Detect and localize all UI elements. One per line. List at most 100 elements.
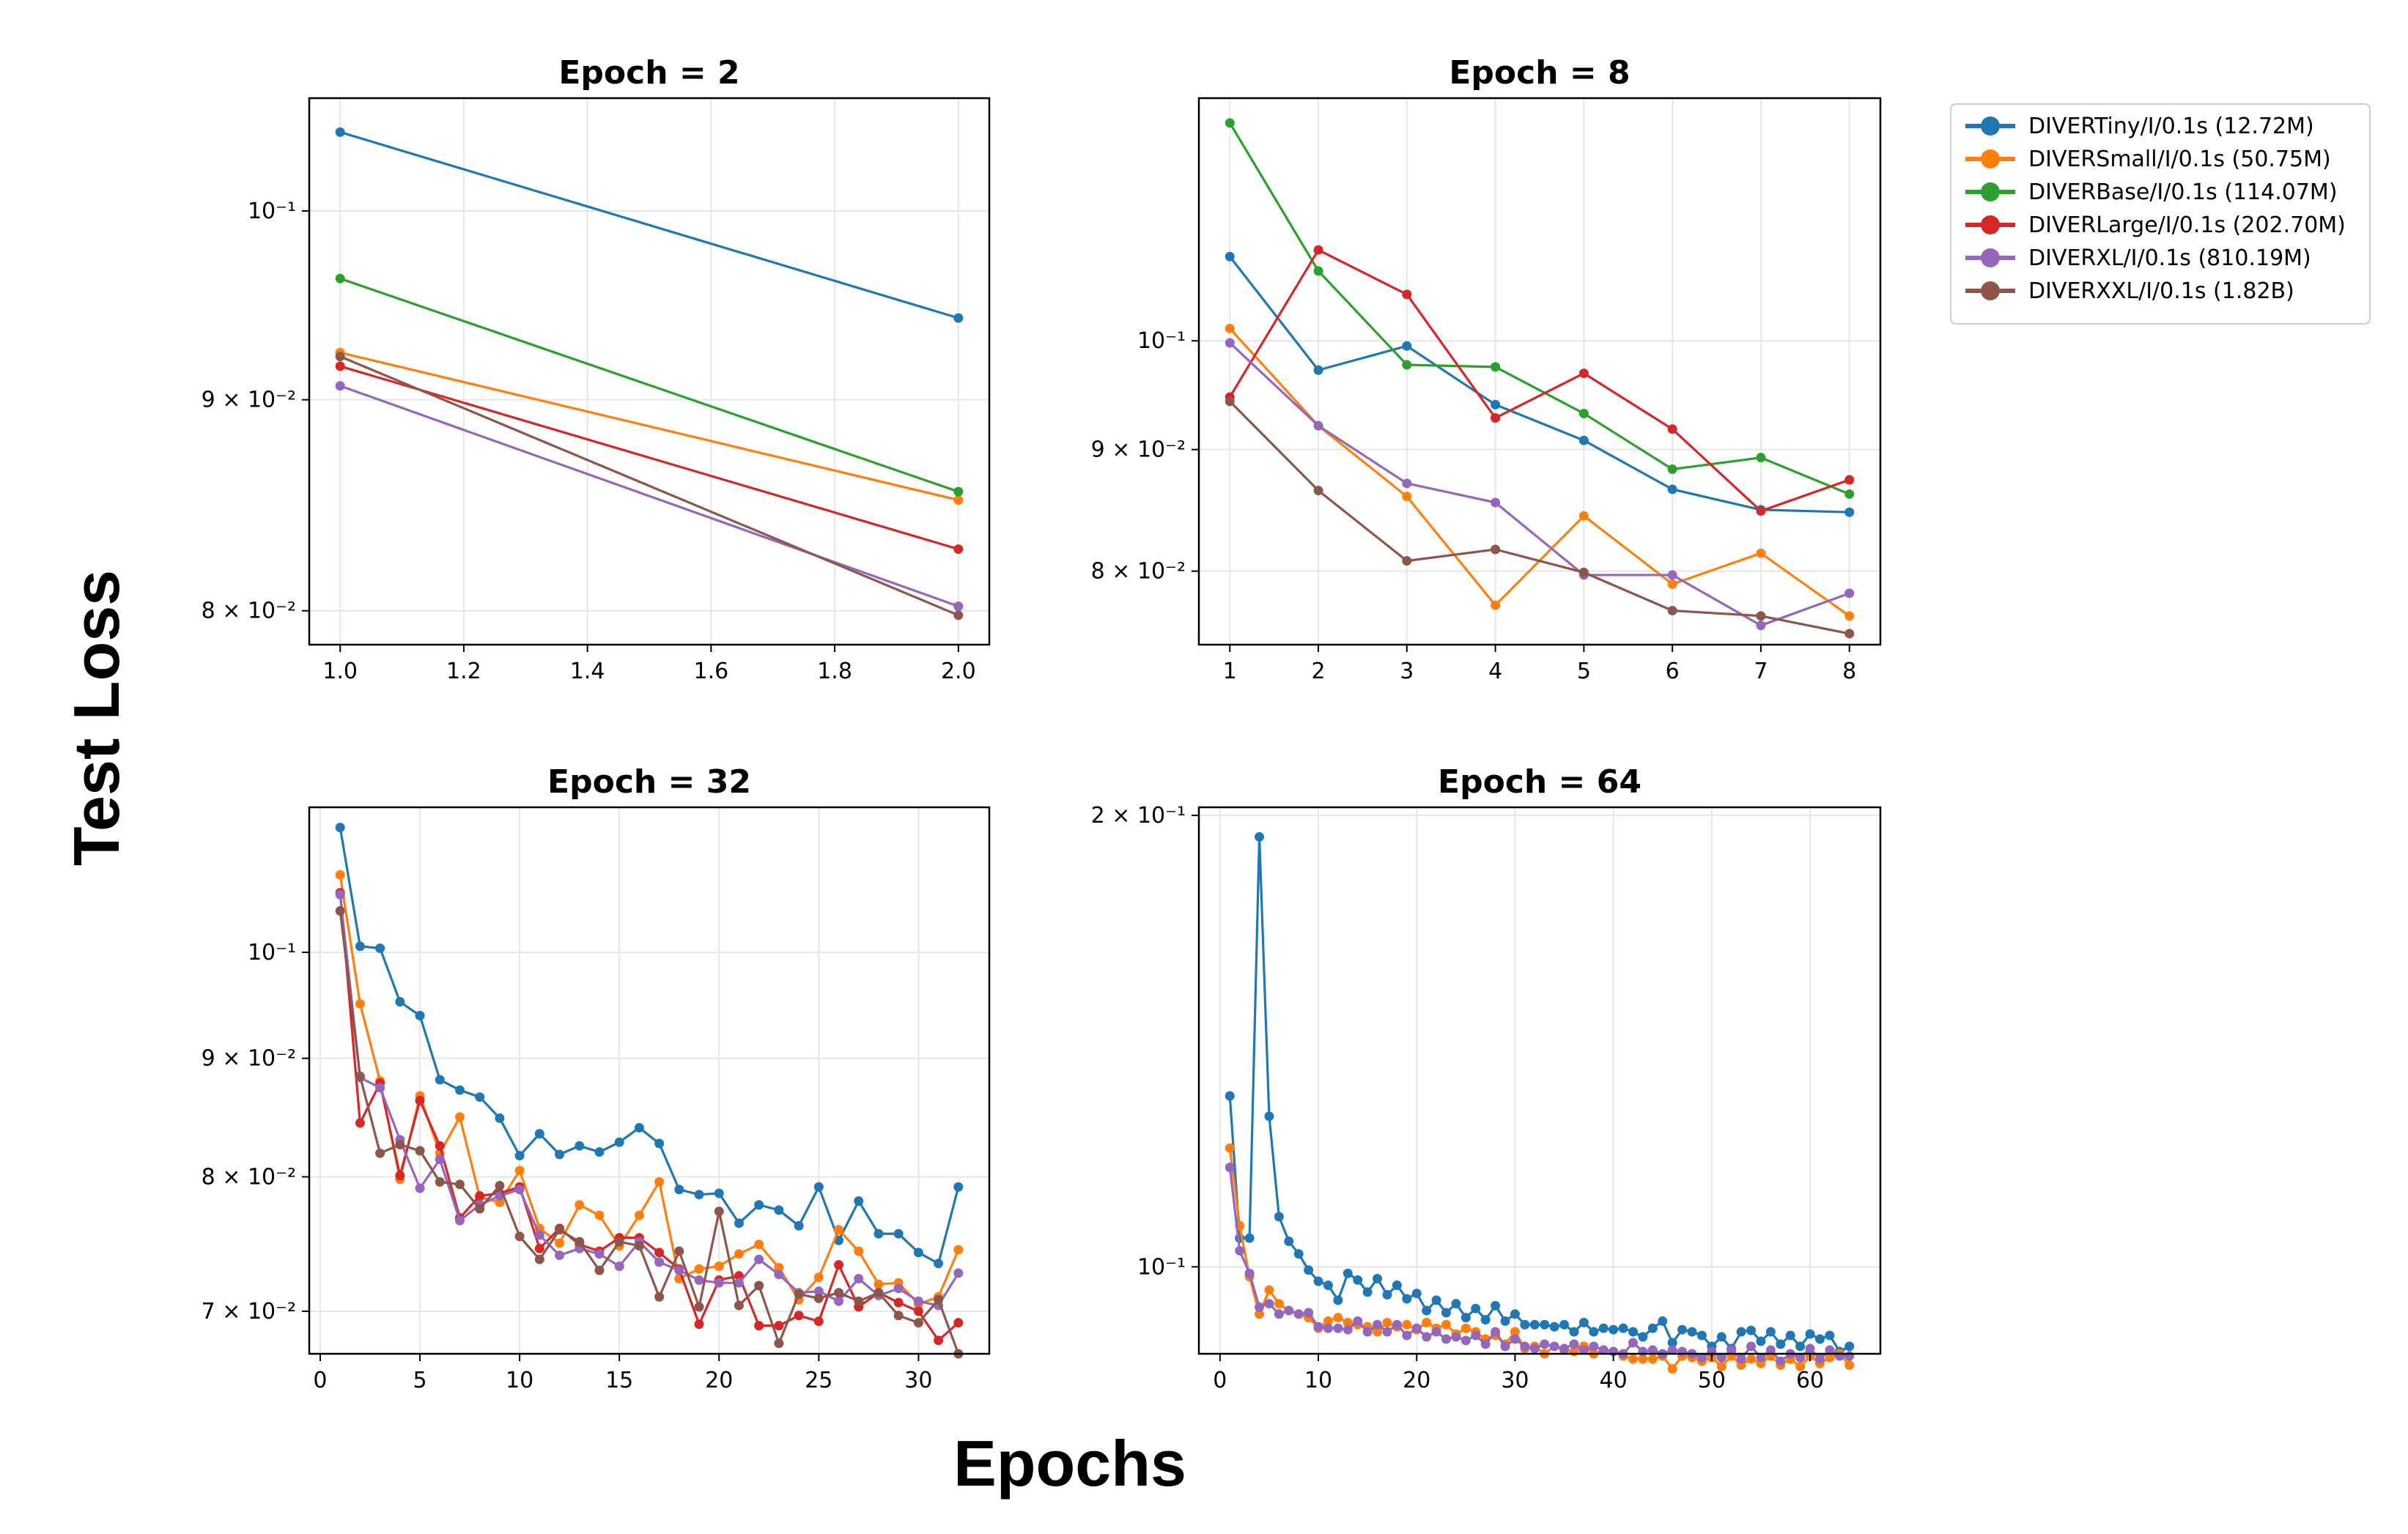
x-tick-label: 40 — [1600, 1368, 1628, 1393]
plot-area — [1199, 98, 1880, 645]
data-point — [1844, 588, 1855, 599]
data-point — [1756, 611, 1766, 621]
data-point — [1480, 1314, 1491, 1324]
series-diverxxl-i-0-1s-1-82b — [1225, 396, 1855, 639]
data-point — [1756, 506, 1766, 516]
data-point — [1491, 1327, 1501, 1337]
data-point — [555, 1225, 565, 1235]
data-point — [1284, 1236, 1294, 1246]
data-point — [934, 1259, 944, 1269]
data-point — [754, 1254, 764, 1264]
y-tick-label: 10⁻¹ — [248, 940, 296, 966]
data-point — [1795, 1352, 1806, 1363]
data-point — [1451, 1299, 1461, 1309]
data-point — [575, 1200, 585, 1210]
data-point — [1255, 831, 1265, 842]
data-point — [375, 943, 385, 953]
legend-entry-diverbase-i-0-1s-114-07m: DIVERBase/I/0.1s (114.07M) — [1965, 179, 2338, 205]
data-point — [1776, 1356, 1786, 1366]
data-point — [1343, 1324, 1353, 1335]
data-point — [1500, 1341, 1510, 1352]
data-point — [854, 1196, 864, 1206]
data-point — [454, 1179, 465, 1190]
data-point — [893, 1283, 904, 1294]
data-point — [1756, 1336, 1766, 1346]
series-diverxl-i-0-1s-810-19m — [1225, 338, 1855, 631]
data-point — [694, 1302, 704, 1312]
data-point — [415, 1010, 425, 1020]
data-point — [1402, 360, 1412, 370]
data-point — [1244, 1268, 1255, 1278]
series-line — [1229, 256, 1850, 514]
data-point — [1529, 1344, 1540, 1354]
legend-swatch-marker — [1981, 182, 2000, 201]
series-diverxxl-i-0-1s-1-82b — [335, 352, 964, 620]
data-point — [1373, 1319, 1383, 1330]
series-line — [1229, 400, 1850, 635]
data-point — [1628, 1338, 1638, 1348]
data-point — [475, 1204, 485, 1214]
data-point — [1225, 1163, 1235, 1173]
legend-label: DIVERXXL/I/0.1s (1.82B) — [2028, 278, 2294, 304]
data-point — [355, 998, 365, 1009]
data-point — [1313, 420, 1323, 431]
legend-entry-diverxl-i-0-1s-810-19m: DIVERXL/I/0.1s (810.19M) — [1965, 245, 2311, 271]
y-tick-label: 9 × 10⁻² — [202, 388, 296, 413]
data-point — [514, 1166, 525, 1176]
data-point — [1491, 413, 1501, 423]
data-point — [335, 381, 345, 391]
chart-title: Epoch = 64 — [1438, 763, 1641, 801]
data-point — [774, 1262, 784, 1272]
x-tick-label: 3 — [1400, 659, 1414, 684]
data-point — [854, 1296, 864, 1306]
data-point — [534, 1254, 544, 1264]
data-point — [1638, 1332, 1648, 1342]
data-point — [654, 1257, 665, 1267]
data-point — [1844, 507, 1855, 517]
data-point — [913, 1248, 923, 1258]
data-point — [1696, 1352, 1707, 1363]
figure-ylabel: Test Loss — [60, 570, 133, 866]
data-point — [514, 1185, 525, 1195]
data-point — [1785, 1330, 1795, 1341]
data-point — [754, 1321, 764, 1331]
data-point — [1491, 600, 1501, 610]
data-point — [913, 1296, 923, 1306]
y-tick-label: 10⁻¹ — [1137, 1254, 1186, 1280]
data-point — [1402, 478, 1412, 489]
data-point — [1638, 1346, 1648, 1357]
data-point — [1578, 511, 1589, 521]
axes-frame — [308, 806, 991, 1355]
data-point — [1264, 1111, 1274, 1122]
data-point — [435, 1075, 445, 1085]
data-point — [834, 1260, 844, 1270]
data-point — [1736, 1354, 1746, 1364]
data-point — [1313, 486, 1323, 496]
data-point — [1402, 1294, 1412, 1304]
data-point — [1716, 1361, 1726, 1371]
data-point — [1362, 1287, 1373, 1297]
legend-entry-divertiny-i-0-1s-12-72m: DIVERTiny/I/0.1s (12.72M) — [1965, 114, 2314, 139]
data-point — [1460, 1323, 1471, 1333]
legend-frame — [1950, 103, 2371, 325]
x-tick-label: 1 — [1223, 659, 1237, 684]
data-point — [734, 1278, 744, 1288]
y-tick-label: 8 × 10⁻² — [202, 599, 296, 624]
plot-area — [309, 807, 989, 1354]
data-point — [754, 1281, 764, 1291]
data-point — [1520, 1341, 1530, 1352]
x-tick-label: 20 — [705, 1368, 733, 1393]
data-point — [1480, 1339, 1491, 1349]
legend-swatch-marker — [1981, 248, 2000, 267]
legend-label: DIVERBase/I/0.1s (114.07M) — [2028, 179, 2338, 205]
data-point — [1844, 1341, 1855, 1352]
series-diverbase-i-0-1s-114-07m — [335, 273, 964, 497]
data-point — [774, 1338, 784, 1349]
data-point — [435, 1155, 445, 1165]
data-point — [1549, 1341, 1559, 1352]
data-point — [1540, 1319, 1550, 1330]
series-line — [339, 351, 959, 502]
data-point — [893, 1229, 904, 1239]
data-point — [1225, 1143, 1235, 1153]
data-point — [335, 352, 345, 362]
